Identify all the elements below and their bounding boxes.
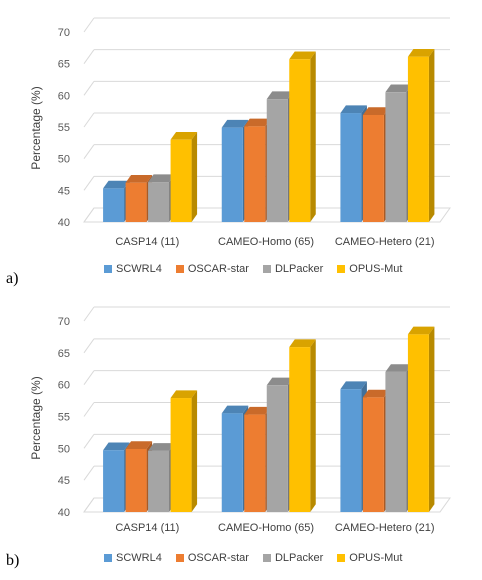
y-tick-label: 60: [58, 380, 70, 392]
chart-floor: [83, 497, 451, 513]
x-tick-label: CAMEO-Hetero (21): [335, 236, 435, 248]
bar-opus-mut: [289, 51, 316, 223]
gridline-side: [83, 81, 95, 96]
legend-swatch: [175, 554, 184, 562]
legend-swatch: [104, 265, 112, 273]
legend-item-scwrl4: SCWRL4: [104, 263, 162, 275]
bar-opus-mut: [170, 390, 198, 512]
gridline-side: [83, 338, 95, 354]
bar-opus-mut: [407, 49, 435, 223]
legend-swatch: [337, 554, 346, 562]
legend-item-scwrl4: SCWRL4: [104, 552, 162, 564]
x-tick-label: CAMEO-Hetero (21): [335, 522, 435, 534]
chart-floor: [83, 207, 451, 223]
y-tick-label: 60: [58, 90, 70, 102]
x-tick-label: CASP14 (11): [115, 522, 179, 534]
x-tick-label: CAMEO-Homo (65): [218, 522, 314, 534]
y-tick-label: 55: [58, 122, 70, 134]
gridline-side: [83, 402, 95, 417]
legend-swatch: [104, 554, 112, 562]
legend-label: OPUS-Mut: [349, 552, 403, 564]
gridline-side: [83, 176, 95, 191]
legend-label: DLPacker: [274, 552, 324, 564]
legend-item-dlpacker: DLPacker: [262, 263, 324, 275]
legend-label: OSCAR-star: [187, 263, 249, 275]
panel-b: 40 45 50 55 60 65 70 Percentage (%) CASP14 (11) C…: [0, 290, 482, 580]
legend-item-oscar-star: OSCAR-star: [175, 552, 249, 564]
panel-a: 40 45 50 55 60 65 70 Percentage (%) CASP14 (11) C…: [0, 0, 482, 291]
gridline-side: [83, 17, 95, 33]
legend-label: DLPacker: [274, 263, 324, 275]
y-tick-label: 50: [58, 154, 70, 166]
y-tick-label: 65: [58, 59, 70, 71]
legend-swatch: [262, 554, 271, 562]
y-tick-label: 50: [58, 443, 70, 455]
x-tick-label: CASP14 (11): [115, 236, 179, 248]
y-tick-label: 70: [58, 316, 70, 328]
legend-item-dlpacker: DLPacker: [262, 552, 324, 564]
y-tick-label: 45: [58, 475, 70, 487]
gridline-side: [83, 112, 95, 128]
gridline-side: [83, 370, 95, 385]
y-axis-label: Percentage (%): [29, 86, 43, 169]
legend-label: SCWRL4: [116, 263, 162, 275]
legend-item-oscar-star: OSCAR-star: [175, 263, 249, 275]
y-tick-label: 40: [58, 217, 70, 229]
gridline-side: [83, 306, 95, 322]
y-tick-label: 65: [58, 348, 70, 360]
gridline-side: [83, 49, 95, 64]
panel-letter-a: a): [6, 270, 19, 287]
bar-opus-mut: [407, 326, 435, 512]
y-axis-label: Percentage (%): [29, 376, 43, 459]
x-tick-label: CAMEO-Homo (65): [218, 236, 314, 248]
legend-a: SCWRL4 OSCAR-star DLPacker OPUS-Mut: [104, 263, 402, 275]
legend-item-opus-mut: OPUS-Mut: [337, 552, 402, 564]
chart-a: 40 45 50 55 60 65 70 Percentage (%) CASP14 (11) C…: [29, 17, 451, 248]
y-tick-label: 70: [58, 27, 70, 39]
y-tick-label: 45: [58, 185, 70, 197]
legend-swatch: [175, 265, 184, 273]
chart-b: 40 45 50 55 60 65 70 Percentage (%) CASP14 (11) C…: [29, 306, 451, 534]
legend-label: OSCAR-star: [187, 552, 249, 564]
bar-opus-mut: [170, 131, 198, 222]
gridline-side: [83, 465, 95, 481]
panel-letter-b: b): [6, 552, 20, 569]
legend-b: SCWRL4 OSCAR-star DLPacker OPUS-Mut: [104, 552, 402, 564]
gridline-side: [83, 434, 95, 449]
y-tick-label: 40: [58, 507, 70, 519]
legend-swatch: [337, 265, 346, 273]
legend-label: SCWRL4: [116, 552, 162, 564]
y-tick-label: 55: [58, 412, 70, 424]
bar-opus-mut: [289, 339, 316, 512]
legend-swatch: [262, 265, 271, 273]
legend-label: OPUS-Mut: [349, 263, 403, 275]
gridline-side: [83, 144, 95, 159]
legend-item-opus-mut: OPUS-Mut: [337, 263, 402, 275]
